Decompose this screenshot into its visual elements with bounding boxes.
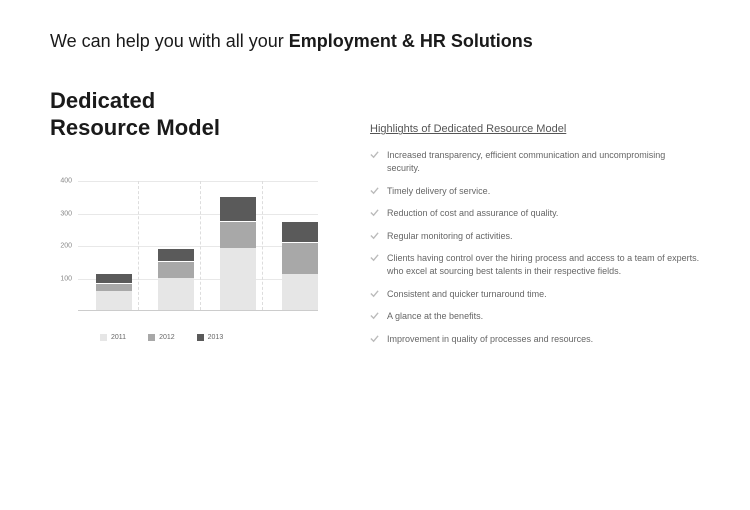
plot-area: [78, 181, 318, 311]
title-bold: Employment & HR Solutions: [289, 31, 533, 51]
chart: 100 200 300 400 2011 2012 2013: [50, 181, 330, 341]
list-item: Reduction of cost and assurance of quali…: [370, 207, 700, 220]
legend-swatch: [197, 334, 204, 341]
list-item: Clients having control over the hiring p…: [370, 252, 700, 277]
bar-group: [158, 248, 194, 310]
page-title: We can help you with all your Employment…: [50, 30, 700, 53]
y-tick-label: 400: [60, 178, 72, 185]
y-tick-label: 300: [60, 210, 72, 217]
list-item: A glance at the benefits.: [370, 310, 700, 323]
legend-item: 2011: [100, 334, 126, 341]
list-item-text: Increased transparency, efficient commun…: [387, 149, 700, 174]
check-icon: [370, 150, 379, 159]
bar-segment: [96, 283, 132, 291]
list-item-text: Consistent and quicker turnaround time.: [387, 288, 547, 301]
check-icon: [370, 253, 379, 262]
check-icon: [370, 311, 379, 320]
legend-item: 2013: [197, 334, 224, 341]
legend-swatch: [148, 334, 155, 341]
bar-segment: [282, 274, 318, 310]
gridline: [78, 214, 318, 215]
y-tick-label: 100: [60, 275, 72, 282]
list-item-text: Clients having control over the hiring p…: [387, 252, 700, 277]
list-item-text: Timely delivery of service.: [387, 185, 490, 198]
bar-segment: [282, 221, 318, 242]
section-title: Dedicated Resource Model: [50, 88, 330, 141]
legend-label: 2011: [111, 334, 126, 341]
y-axis: 100 200 300 400: [50, 181, 74, 311]
bullet-list: Increased transparency, efficient commun…: [370, 149, 700, 345]
bar-segment: [158, 261, 194, 277]
legend-label: 2012: [159, 334, 175, 341]
legend-label: 2013: [208, 334, 224, 341]
highlights-title: Highlights of Dedicated Resource Model: [370, 123, 700, 135]
list-item: Consistent and quicker turnaround time.: [370, 288, 700, 301]
bar-group: [282, 221, 318, 310]
check-icon: [370, 289, 379, 298]
bar-segment: [220, 248, 256, 310]
check-icon: [370, 231, 379, 240]
left-column: Dedicated Resource Model 100 200 300 400 20…: [50, 88, 330, 355]
bar-segment: [96, 291, 132, 311]
list-item: Timely delivery of service.: [370, 185, 700, 198]
list-item-text: A glance at the benefits.: [387, 310, 483, 323]
right-column: Highlights of Dedicated Resource Model I…: [370, 88, 700, 355]
section-title-l2: Resource Model: [50, 115, 220, 140]
y-tick-label: 200: [60, 243, 72, 250]
list-item-text: Improvement in quality of processes and …: [387, 333, 593, 346]
bar-segment: [220, 221, 256, 249]
bar-segment: [282, 242, 318, 275]
list-item: Increased transparency, efficient commun…: [370, 149, 700, 174]
legend-item: 2012: [148, 334, 175, 341]
legend-swatch: [100, 334, 107, 341]
bar-segment: [220, 196, 256, 220]
check-icon: [370, 334, 379, 343]
list-item-text: Reduction of cost and assurance of quali…: [387, 207, 558, 220]
section-title-l1: Dedicated: [50, 88, 155, 113]
bar-segment: [96, 273, 132, 283]
check-icon: [370, 208, 379, 217]
bar-group: [220, 196, 256, 310]
legend: 2011 2012 2013: [100, 334, 223, 341]
bar-segment: [158, 278, 194, 311]
list-item: Improvement in quality of processes and …: [370, 333, 700, 346]
gridline: [78, 181, 318, 182]
content-row: Dedicated Resource Model 100 200 300 400 20…: [50, 88, 700, 355]
list-item: Regular monitoring of activities.: [370, 230, 700, 243]
vgridline: [262, 181, 263, 310]
title-prefix: We can help you with all your: [50, 31, 289, 51]
bar-segment: [158, 248, 194, 261]
vgridline: [200, 181, 201, 310]
bar-group: [96, 273, 132, 310]
vgridline: [138, 181, 139, 310]
check-icon: [370, 186, 379, 195]
list-item-text: Regular monitoring of activities.: [387, 230, 513, 243]
